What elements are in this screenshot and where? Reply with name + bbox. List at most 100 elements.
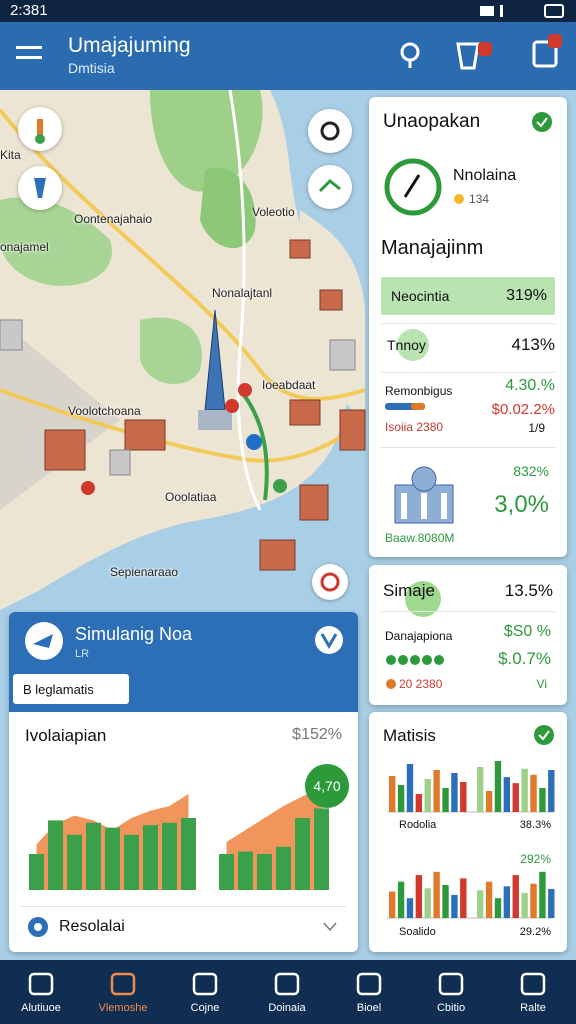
- bar: [406, 898, 414, 918]
- highlight-row[interactable]: Neocintia 319%: [381, 277, 555, 315]
- simulation-card: Simulanig Noa LR B leglamatis Ivolaiapia…: [9, 612, 358, 952]
- bottom-nav: [0, 960, 576, 1024]
- bar: [295, 818, 310, 890]
- alerts-button[interactable]: [454, 40, 494, 72]
- bar: [433, 770, 440, 812]
- nav-item[interactable]: Cojne: [164, 962, 246, 1022]
- bar: [442, 885, 449, 918]
- bar: [48, 820, 63, 890]
- bar: [124, 834, 139, 890]
- card-title: Simaje: [383, 581, 435, 600]
- nav-item[interactable]: Alutiuoe: [0, 962, 82, 1022]
- nav-item[interactable]: Cbitio: [410, 962, 492, 1022]
- row-count: 1/9: [528, 421, 545, 435]
- bar: [219, 854, 234, 890]
- nav-icon-shape: [110, 972, 136, 996]
- bar: [539, 788, 546, 812]
- map-label: Voleotio: [252, 205, 295, 219]
- simulation-chart: [29, 786, 329, 890]
- row-change: 3,0%: [494, 491, 549, 518]
- bar: [276, 846, 291, 890]
- card-value: 13.5%: [504, 581, 553, 600]
- nav-label: Alutiuoe: [21, 1002, 61, 1014]
- nav-item[interactable]: Ralte: [492, 962, 574, 1022]
- bar: [238, 851, 253, 890]
- bar: [485, 791, 493, 812]
- bar: [105, 827, 120, 890]
- nav-label: Cojne: [190, 1002, 220, 1014]
- bar: [521, 892, 528, 918]
- nav-label: Vlemoshe: [98, 1002, 148, 1014]
- metric-value: 134: [469, 192, 490, 206]
- card-title: Simulanig Noa: [75, 624, 193, 644]
- row-note: Baaw.8080M: [385, 531, 455, 545]
- nav-icon-shape: [520, 972, 546, 996]
- bar: [477, 890, 484, 918]
- tasks-button[interactable]: [530, 32, 570, 72]
- search-field[interactable]: B leglamatis: [13, 674, 129, 704]
- nav-icon-shape: [274, 972, 300, 996]
- nav-icon: [28, 972, 54, 996]
- card-title: Unaopakan: [383, 111, 481, 132]
- row-value: $S0 %: [503, 623, 551, 640]
- map-label: Oontenajahaio: [74, 212, 153, 226]
- metric-label: Nnolaina: [453, 167, 517, 184]
- map-label: onajamel: [0, 240, 49, 254]
- nav-item[interactable]: Vlemoshe: [82, 962, 164, 1022]
- bar: [530, 774, 537, 812]
- app-bar: Umajajuming Dmtisia: [0, 22, 576, 90]
- section-value: $152%: [292, 726, 342, 743]
- row-count: Vi: [536, 677, 547, 691]
- bar: [477, 767, 484, 812]
- map-tool-button[interactable]: [18, 166, 62, 210]
- simulation-header: Simulanig Noa LR B leglamatis: [9, 612, 358, 712]
- map-label: Ioeabdaat: [262, 378, 316, 392]
- row-label: Danajapiona: [385, 629, 453, 643]
- chart-value: 38.3%: [519, 819, 551, 831]
- bar: [548, 888, 555, 918]
- nav-icon: [438, 972, 464, 996]
- bar: [512, 875, 519, 918]
- bar: [503, 886, 511, 918]
- map-tool-button[interactable]: [308, 109, 352, 153]
- search-text: B leglamatis: [23, 682, 94, 697]
- bar: [397, 881, 405, 918]
- bar: [503, 777, 511, 812]
- footer-label[interactable]: Resolalai: [59, 918, 125, 935]
- nav-item[interactable]: Doinaia: [246, 962, 328, 1022]
- bar: [424, 888, 431, 918]
- app-title: Umajajuming: [68, 34, 191, 57]
- menu-button[interactable]: [16, 42, 46, 66]
- location-button[interactable]: [396, 40, 426, 70]
- row-label: Neocintia: [391, 288, 450, 304]
- bar: [494, 761, 502, 812]
- row-value: 4.30.%: [505, 377, 555, 394]
- analysis-card: Matisis Rodolia 38.3% 292% Soalido 29.2%: [369, 712, 567, 952]
- chart-badge: 4,70: [313, 778, 341, 794]
- bar: [451, 894, 458, 918]
- bar: [86, 822, 101, 890]
- nav-icon: [356, 972, 382, 996]
- card-subtitle: LR: [75, 648, 90, 660]
- card-action[interactable]: [313, 624, 345, 656]
- map-tool-button[interactable]: [18, 107, 62, 151]
- row-label: Tnnoy: [387, 337, 426, 353]
- bar: [460, 782, 467, 812]
- bar: [415, 794, 423, 812]
- status-bar: 2:381: [0, 0, 576, 22]
- bar: [512, 783, 519, 812]
- row-label: Remonbigus: [385, 384, 453, 398]
- map-label: Kita: [0, 148, 21, 162]
- bar: [539, 871, 546, 918]
- bar: [451, 773, 458, 812]
- bar: [424, 779, 431, 812]
- nav-label: Bioel: [356, 1002, 382, 1014]
- map-tool-button[interactable]: [308, 165, 352, 209]
- bar: [29, 854, 44, 890]
- nav-item[interactable]: Bioel: [328, 962, 410, 1022]
- map-label: Ooolatiaa: [165, 490, 217, 504]
- simulation-stats-card: Simaje 13.5% Danajapiona $S0 % $.0.7% 20…: [369, 565, 567, 705]
- map-tool-button[interactable]: [312, 564, 348, 600]
- chart-value: 29.2%: [519, 926, 551, 938]
